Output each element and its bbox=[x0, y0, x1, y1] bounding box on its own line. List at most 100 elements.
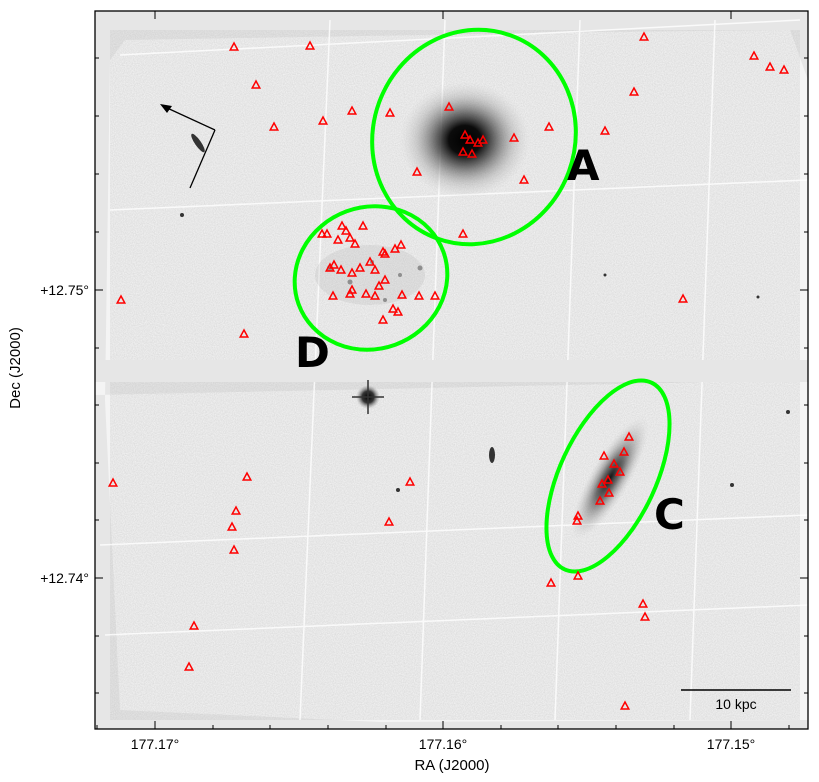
region-label-d: D bbox=[295, 328, 330, 377]
source-marker bbox=[369, 290, 381, 300]
source-marker bbox=[115, 294, 127, 304]
compass bbox=[160, 104, 216, 189]
source-marker bbox=[230, 505, 242, 515]
source-marker bbox=[357, 220, 369, 230]
source-marker bbox=[349, 238, 361, 248]
source-marker bbox=[321, 228, 333, 238]
source-marker bbox=[369, 264, 381, 274]
source-marker bbox=[545, 577, 557, 587]
source-marker bbox=[614, 466, 626, 476]
galaxy-a bbox=[400, 82, 530, 198]
axis-ticks bbox=[95, 11, 808, 729]
source-marker bbox=[183, 661, 195, 671]
x-tick-label: 177.16° bbox=[419, 736, 467, 752]
source-marker bbox=[429, 290, 441, 300]
source-marker bbox=[324, 262, 336, 272]
region-label-a: A bbox=[567, 141, 600, 190]
source-marker bbox=[637, 598, 649, 608]
x-axis-label: RA (J2000) bbox=[414, 757, 489, 774]
source-marker bbox=[464, 134, 476, 144]
source-marker bbox=[477, 134, 489, 144]
source-marker bbox=[457, 228, 469, 238]
source-marker bbox=[332, 234, 344, 244]
y-tick-label: +12.75° bbox=[40, 282, 89, 298]
source-marker bbox=[623, 431, 635, 441]
source-marker bbox=[677, 293, 689, 303]
source-marker bbox=[599, 125, 611, 135]
source-marker bbox=[639, 611, 651, 621]
source-marker bbox=[327, 290, 339, 300]
source-marker bbox=[346, 105, 358, 115]
plot-area bbox=[95, 11, 808, 729]
source-marker bbox=[748, 50, 760, 60]
source-marker bbox=[241, 471, 253, 481]
source-marker bbox=[411, 166, 423, 176]
source-marker bbox=[346, 267, 358, 277]
source-marker bbox=[238, 328, 250, 338]
source-marker bbox=[304, 40, 316, 50]
source-marker bbox=[379, 274, 391, 284]
source-marker bbox=[107, 477, 119, 487]
source-marker bbox=[638, 31, 650, 41]
source-marker bbox=[335, 264, 347, 274]
source-marker bbox=[373, 280, 385, 290]
source-marker bbox=[778, 64, 790, 74]
y-tick-label: +12.74° bbox=[40, 570, 89, 586]
source-marker bbox=[619, 700, 631, 710]
source-marker bbox=[317, 115, 329, 125]
source-marker bbox=[389, 243, 401, 253]
source-marker bbox=[596, 478, 608, 488]
bright-star bbox=[352, 380, 384, 414]
source-marker bbox=[336, 220, 348, 230]
source-marker bbox=[608, 458, 620, 468]
source-marker bbox=[340, 225, 352, 235]
source-marker bbox=[188, 620, 200, 630]
source-marker bbox=[268, 121, 280, 131]
source-marker bbox=[459, 129, 471, 139]
source-marker bbox=[518, 174, 530, 184]
source-marker bbox=[598, 450, 610, 460]
source-marker bbox=[379, 248, 391, 258]
source-marker bbox=[316, 228, 328, 238]
source-marker bbox=[344, 232, 356, 242]
source-marker bbox=[346, 284, 358, 294]
source-marker bbox=[508, 132, 520, 142]
source-marker bbox=[396, 289, 408, 299]
source-marker bbox=[413, 290, 425, 300]
source-marker bbox=[543, 121, 555, 131]
source-marker bbox=[328, 259, 340, 269]
source-marker bbox=[360, 288, 372, 298]
source-marker bbox=[387, 303, 399, 313]
plot-frame bbox=[94, 10, 809, 730]
source-marker bbox=[392, 306, 404, 316]
source-marker bbox=[226, 521, 238, 531]
galaxy-d bbox=[315, 245, 425, 305]
source-marker bbox=[466, 148, 478, 158]
source-marker bbox=[603, 487, 615, 497]
scale-bar-label: 10 kpc bbox=[715, 696, 756, 712]
source-marker bbox=[228, 41, 240, 51]
galaxy-c bbox=[570, 416, 650, 540]
x-tick-label: 177.15° bbox=[707, 736, 755, 752]
region-ellipse-d bbox=[292, 204, 450, 352]
source-marker bbox=[377, 314, 389, 324]
source-marker bbox=[628, 86, 640, 96]
source-marker bbox=[572, 570, 584, 580]
source-marker bbox=[571, 515, 583, 525]
source-marker bbox=[354, 262, 366, 272]
source-marker bbox=[383, 516, 395, 526]
source-marker bbox=[384, 107, 396, 117]
x-tick-label: 177.17° bbox=[131, 736, 179, 752]
source-marker bbox=[404, 476, 416, 486]
source-marker bbox=[594, 495, 606, 505]
source-marker bbox=[457, 146, 469, 156]
source-marker bbox=[377, 246, 389, 256]
source-marker bbox=[443, 101, 455, 111]
faint-sources bbox=[180, 133, 790, 492]
region-label-c: C bbox=[654, 490, 685, 539]
y-axis-label: Dec (J2000) bbox=[7, 327, 24, 409]
source-marker bbox=[364, 256, 376, 266]
region-ellipse-c bbox=[544, 378, 672, 574]
source-marker bbox=[764, 61, 776, 71]
